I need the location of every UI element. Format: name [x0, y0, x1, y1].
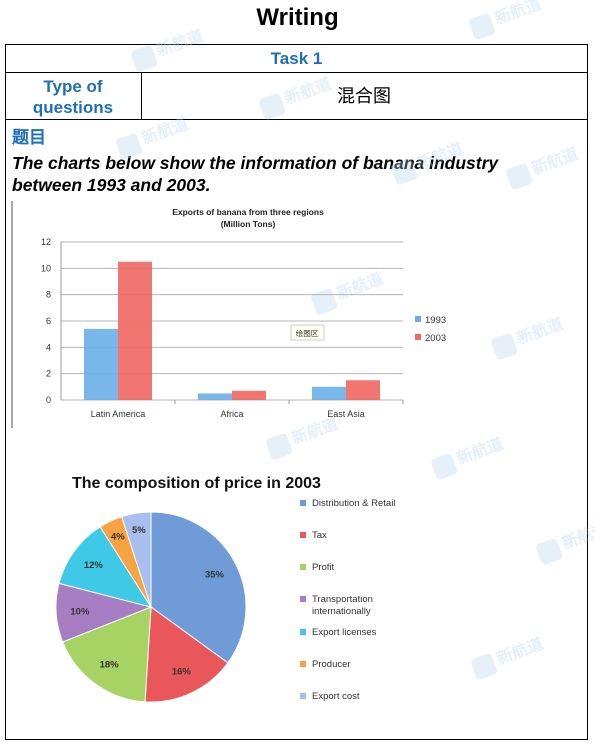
watermark-logo: 新航道: [471, 634, 546, 680]
plot-area-tooltip: [290, 324, 325, 341]
pie-legend-label: internationally: [312, 606, 371, 617]
section-label: 题目: [12, 128, 46, 147]
watermark-badge: [536, 538, 563, 565]
watermark-badge: [311, 288, 338, 315]
question-type-label: Type of questions: [5, 73, 142, 119]
watermark-logo: 新航道: [431, 434, 506, 480]
legend-label: 2003: [425, 333, 446, 344]
watermark-badge: [471, 653, 498, 680]
pie-legend-label: Export cost: [312, 691, 360, 702]
watermark-badge: [259, 93, 286, 120]
pie-slice-label: 18%: [100, 660, 120, 671]
bar: [232, 390, 266, 400]
bar: [346, 380, 380, 400]
pie-legend-swatch: [300, 596, 306, 602]
y-tick-label: 2: [46, 369, 51, 379]
bar: [118, 261, 152, 400]
watermark-badge: [491, 333, 518, 360]
watermark-logo: 新航道: [266, 414, 341, 460]
watermark-badge: [391, 158, 418, 185]
watermark-text: 新航道: [414, 139, 466, 173]
watermark-logo: 新航道: [469, 0, 544, 40]
watermark-logo: 新航道: [116, 114, 191, 160]
pie-legend-label: Transportation: [312, 594, 373, 605]
pie-slice: [58, 526, 153, 608]
bar: [198, 393, 232, 400]
legend-swatch: [415, 316, 421, 322]
pie-legend-swatch: [300, 629, 306, 635]
pie-legend-label: Profit: [312, 562, 335, 573]
bar: [312, 386, 346, 400]
y-tick-label: 4: [46, 342, 51, 352]
watermark-text: 新航道: [529, 144, 581, 178]
watermark-badge: [431, 453, 458, 480]
watermark-text: 新航道: [454, 434, 506, 468]
watermark-text: 新航道: [494, 634, 546, 668]
pie-legend-swatch: [300, 564, 306, 570]
watermark-text: 新航道: [139, 114, 191, 148]
pie-legend-label: Distribution & Retail: [312, 498, 395, 509]
watermark-badge: [131, 45, 158, 72]
pie-legend-swatch: [300, 532, 306, 538]
watermark-text: 新航道: [492, 0, 544, 28]
x-tick-label: Latin America: [91, 409, 146, 419]
y-tick-label: 0: [46, 395, 51, 405]
pie-legend-swatch: [300, 693, 306, 699]
pie-slice: [144, 606, 229, 703]
watermark-badge: [469, 13, 496, 40]
question-type-value: 混合图: [337, 86, 391, 106]
pie-legend-label: Export licenses: [312, 627, 377, 638]
task-frame: [5, 44, 588, 740]
watermark-logo: 新航道: [311, 269, 386, 315]
watermark-logo: 新航道: [491, 314, 566, 360]
pie-slice-label: 35%: [205, 570, 225, 581]
pie-slice-label: 10%: [70, 606, 90, 617]
task-header: Task 1: [5, 44, 588, 73]
pie-slice-label: 12%: [84, 560, 104, 571]
page-title: Writing: [256, 4, 339, 31]
pie-chart-title: The composition of price in 2003: [72, 475, 321, 492]
pie-slice: [62, 606, 152, 703]
bar-chart-title: Exports of banana from three regions: [172, 207, 324, 217]
watermark-text: 新航道: [334, 269, 386, 303]
pie-slice: [150, 511, 247, 664]
watermark-badge: [266, 433, 293, 460]
watermark-logo: 新航道: [536, 519, 595, 565]
watermark-logo: 新航道: [259, 74, 334, 120]
pie-slice-label: 16%: [172, 666, 192, 677]
watermark-text: 新航道: [559, 519, 595, 553]
legend-label: 1993: [425, 315, 446, 326]
watermark-text: 新航道: [282, 74, 334, 108]
x-tick-label: East Asia: [327, 409, 365, 419]
bar-chart-subtitle: (Million Tons): [221, 219, 276, 229]
pie-slice: [121, 511, 152, 608]
watermark-logo: 新航道: [131, 26, 206, 72]
pie-legend-swatch: [300, 661, 306, 667]
watermark-text: 新航道: [514, 314, 566, 348]
x-tick-label: Africa: [220, 409, 243, 419]
watermark-logo: 新航道: [391, 139, 466, 185]
y-tick-label: 10: [41, 263, 51, 273]
y-tick-label: 8: [46, 290, 51, 300]
y-tick-label: 6: [46, 316, 51, 326]
legend-swatch: [415, 334, 421, 340]
pie-legend-label: Tax: [312, 530, 327, 541]
question-type-row: Type of questions 混合图: [5, 73, 588, 120]
watermark-logo: 新航道: [506, 144, 581, 190]
watermark-text: 新航道: [154, 26, 206, 60]
pie-slice-label: 5%: [132, 525, 146, 536]
watermark-badge: [506, 163, 533, 190]
pie-legend-label: Producer: [312, 659, 351, 670]
pie-legend-swatch: [300, 500, 306, 506]
task-prompt: The charts below show the information of…: [12, 153, 499, 195]
pie-slice-label: 4%: [111, 532, 125, 543]
plot-area-tooltip-text: 绘图区: [296, 328, 319, 338]
bar: [84, 328, 118, 400]
y-tick-label: 12: [41, 237, 51, 247]
watermark-badge: [116, 133, 143, 160]
